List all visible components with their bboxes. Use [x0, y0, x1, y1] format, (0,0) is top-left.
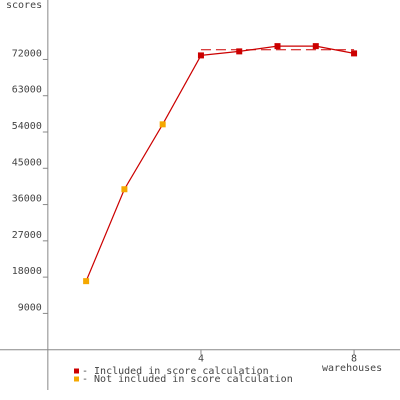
x-axis-label: warehouses	[322, 363, 382, 374]
line-segment	[123, 124, 164, 190]
data-point	[83, 278, 90, 285]
data-point	[121, 186, 128, 193]
y-tick-label: 45000	[12, 157, 42, 168]
data-point	[351, 50, 358, 57]
y-tick-label: 54000	[12, 121, 42, 132]
data-point	[312, 43, 319, 50]
y-tick-label: 72000	[12, 48, 42, 59]
legend-label: - Not included in score calculation	[82, 374, 293, 385]
x-tick-label: 8	[351, 354, 357, 365]
line-segment	[200, 50, 240, 57]
y-tick-label: 18000	[12, 266, 42, 277]
data-point	[236, 48, 243, 55]
line-segment	[239, 45, 278, 52]
legend-marker	[74, 368, 79, 374]
legend-marker	[74, 376, 79, 382]
line-segment	[162, 55, 202, 125]
x-tick-label: 4	[198, 354, 204, 365]
data-point	[274, 43, 281, 50]
data-point	[159, 121, 166, 128]
y-tick-label: 9000	[18, 302, 42, 313]
line-segment	[315, 45, 355, 54]
y-tick-label: 63000	[12, 85, 42, 96]
y-axis-label: scores	[6, 0, 42, 11]
line-segment	[85, 189, 125, 282]
legend-label: - Included in score calculation	[82, 366, 269, 377]
y-tick-label: 36000	[12, 194, 42, 205]
data-point	[197, 52, 204, 59]
y-tick-label: 27000	[12, 230, 42, 241]
